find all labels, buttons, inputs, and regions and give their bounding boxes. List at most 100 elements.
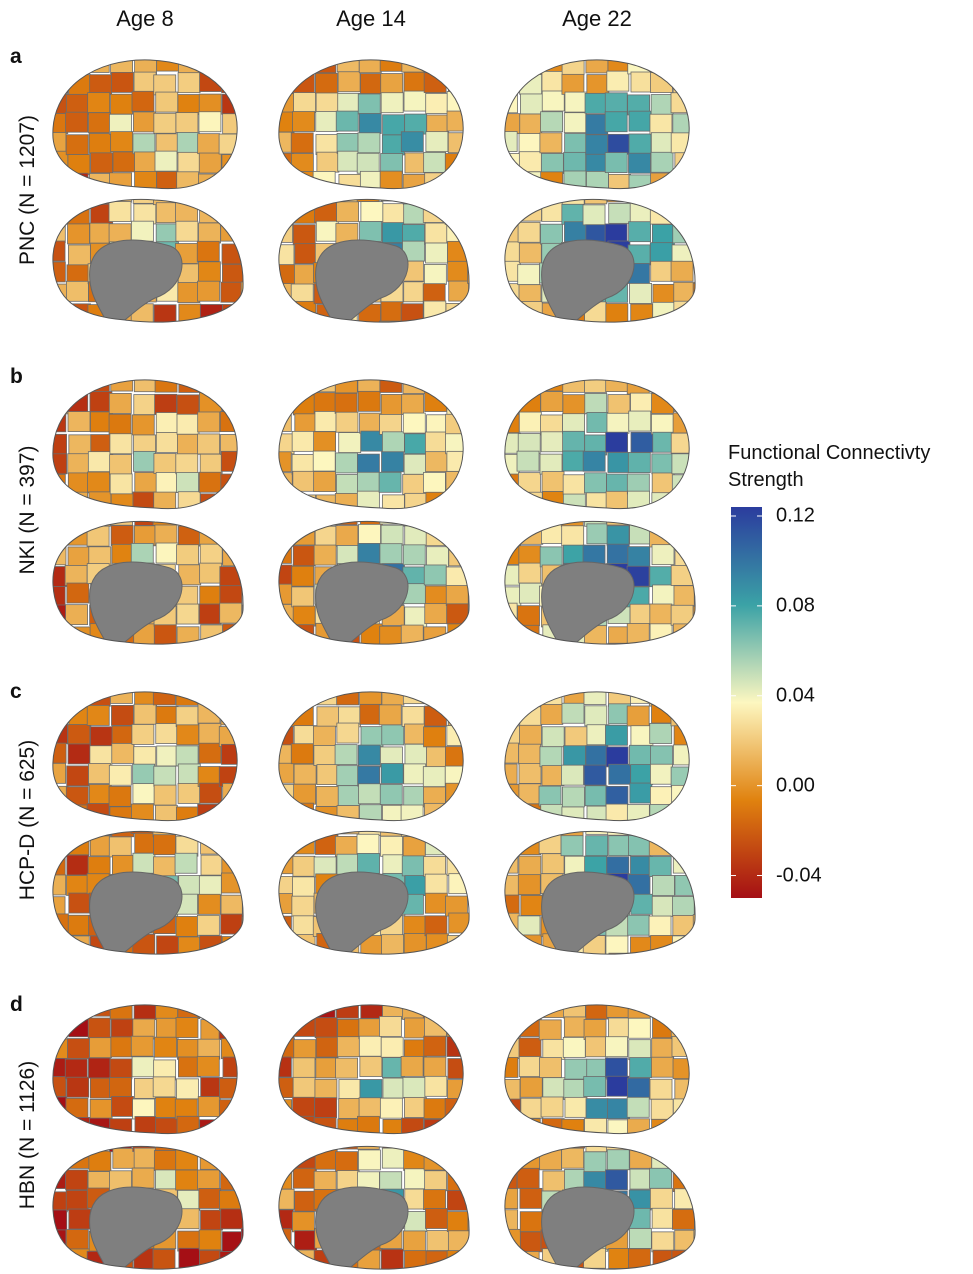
parcel xyxy=(292,587,314,607)
parcel xyxy=(652,225,674,245)
parcel xyxy=(519,1038,541,1058)
parcel xyxy=(66,507,88,527)
parcel xyxy=(156,224,178,244)
parcel xyxy=(155,525,177,545)
parcel xyxy=(357,472,379,492)
parcel xyxy=(674,1268,696,1274)
parcel xyxy=(155,372,177,392)
parcel xyxy=(673,223,695,243)
parcel xyxy=(520,804,542,824)
parcel xyxy=(45,507,67,527)
parcel xyxy=(270,506,292,526)
parcel xyxy=(199,526,221,546)
parcel xyxy=(563,1037,585,1057)
parcel xyxy=(607,1150,629,1170)
parcel xyxy=(381,1037,403,1057)
parcel xyxy=(584,1152,606,1172)
parcel xyxy=(651,746,673,766)
parcel xyxy=(292,74,314,94)
parcel xyxy=(673,114,695,134)
parcel xyxy=(176,113,198,133)
parcel xyxy=(176,707,198,727)
parcel xyxy=(628,1018,650,1038)
parcel xyxy=(382,1148,404,1168)
parcel xyxy=(519,243,541,263)
parcel xyxy=(292,374,314,394)
parcel xyxy=(43,856,65,876)
parcel xyxy=(46,114,68,134)
parcel xyxy=(498,565,520,585)
parcel xyxy=(469,1249,491,1269)
parcel xyxy=(694,1040,716,1060)
parcel xyxy=(383,999,405,1019)
parcel xyxy=(156,1118,178,1138)
parcel xyxy=(291,133,313,153)
parcel xyxy=(201,1131,223,1151)
parcel xyxy=(470,174,492,194)
parcel xyxy=(44,132,66,152)
parcel xyxy=(44,1249,66,1269)
parcel xyxy=(471,805,493,825)
parcel xyxy=(219,1078,241,1098)
parcel xyxy=(66,492,88,512)
parcel xyxy=(606,786,628,806)
parcel xyxy=(629,134,651,154)
parcel xyxy=(697,745,719,765)
parcel xyxy=(470,1130,492,1150)
parcel xyxy=(381,154,403,174)
parcel xyxy=(221,495,243,515)
parcel xyxy=(695,432,717,452)
parcel xyxy=(317,707,339,727)
parcel xyxy=(337,723,359,743)
parcel xyxy=(314,183,336,203)
parcel xyxy=(69,1209,91,1229)
parcel xyxy=(271,284,293,304)
parcel xyxy=(221,814,243,834)
parcel xyxy=(649,916,671,936)
parcel xyxy=(423,202,445,222)
parcel xyxy=(404,764,426,784)
parcel xyxy=(314,432,336,452)
parcel xyxy=(358,372,380,392)
parcel xyxy=(697,1017,719,1037)
parcel xyxy=(448,1080,470,1100)
parcel xyxy=(66,1170,88,1190)
parcel xyxy=(338,72,360,92)
parcel xyxy=(424,1190,446,1210)
parcel xyxy=(87,52,109,72)
parcel xyxy=(313,451,335,471)
parcel xyxy=(468,454,490,474)
parcel xyxy=(269,452,291,472)
parcel xyxy=(199,1188,221,1208)
parcel xyxy=(179,372,201,392)
parcel xyxy=(519,935,541,955)
parcel xyxy=(314,545,336,565)
parcel xyxy=(564,1017,586,1037)
parcel xyxy=(519,1057,541,1077)
parcel xyxy=(694,835,716,855)
parcel xyxy=(243,564,265,584)
parcel xyxy=(541,112,563,132)
parcel xyxy=(313,726,335,746)
parcel xyxy=(197,1056,219,1076)
parcel xyxy=(564,171,586,191)
parcel xyxy=(519,395,541,415)
parcel xyxy=(562,703,584,723)
parcel xyxy=(651,173,673,193)
parcel xyxy=(425,1171,447,1191)
parcel xyxy=(244,583,266,603)
parcel xyxy=(520,1212,542,1232)
parcel xyxy=(336,475,358,495)
parcel xyxy=(339,644,361,664)
parcel xyxy=(155,394,177,414)
parcel xyxy=(605,93,627,113)
parcel xyxy=(46,305,68,325)
parcel xyxy=(68,725,90,745)
parcel xyxy=(272,245,294,265)
parcel xyxy=(471,855,493,875)
parcel xyxy=(219,134,241,154)
parcel xyxy=(245,746,267,766)
parcel xyxy=(242,917,264,937)
parcel xyxy=(294,764,316,784)
parcel xyxy=(111,705,133,725)
